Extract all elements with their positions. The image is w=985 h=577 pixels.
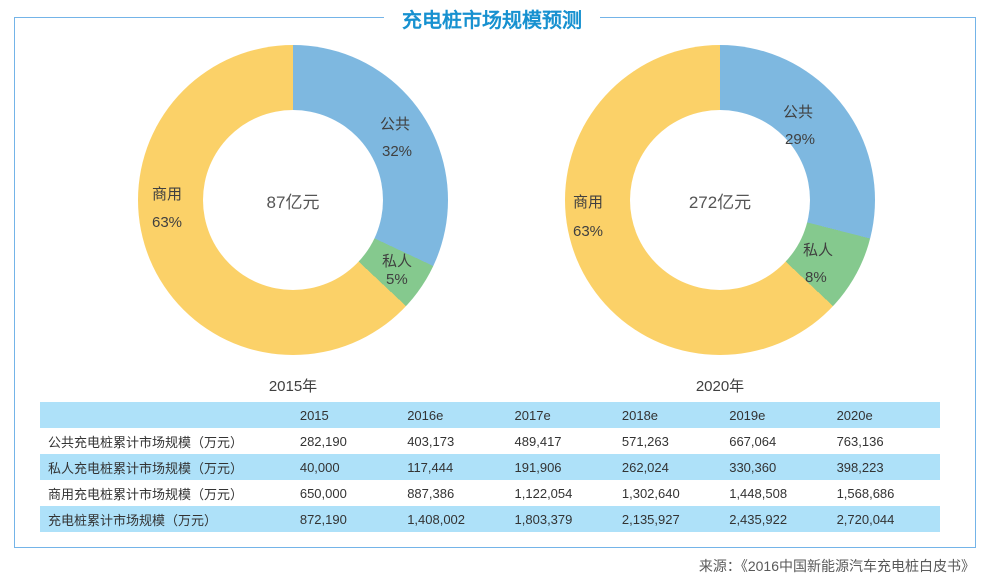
donut-ring-2020: 272亿元 [565, 45, 875, 355]
cell-value: 667,064 [729, 433, 777, 449]
year-column-header: 2015 [299, 407, 329, 423]
donut-hole-2015: 87亿元 [203, 110, 383, 290]
cell-value: 330,360 [729, 459, 777, 475]
cell-value: 191,906 [514, 459, 562, 475]
table-row: 公共充电桩累计市场规模（万元） 282,190 403,173 489,417 571,… [40, 428, 940, 454]
row-label: 公共充电桩累计市场规模（万元） [48, 434, 244, 450]
chart-year-label-2015: 2015年 [268, 378, 318, 395]
cell-value: 2,720,044 [836, 511, 895, 527]
slice-label-private: 私人 [382, 253, 413, 270]
year-column-header: 2016e [407, 407, 444, 423]
slice-label-public: 公共 [380, 116, 411, 133]
slice-pct-commercial: 63% [573, 223, 604, 240]
cell-value: 117,444 [407, 459, 454, 475]
cell-value: 650,000 [299, 485, 347, 501]
source-note: 来源：《2016中国新能源汽车充电桩白皮书》 [698, 558, 975, 574]
cell-value: 1,448,508 [729, 485, 788, 501]
year-column-header: 2020e [836, 407, 873, 423]
year-column-header: 2018e [621, 407, 659, 423]
cell-value: 1,803,379 [514, 511, 573, 527]
chart-year-label-2020: 2020年 [695, 378, 745, 395]
cell-value: 872,190 [299, 511, 347, 527]
row-label: 商用充电桩累计市场规模（万元） [48, 486, 244, 502]
slice-label-commercial: 商用 [152, 186, 183, 203]
donut-center-label-2015: 87亿元 [266, 192, 320, 212]
slice-pct-private: 5% [386, 271, 408, 288]
cell-value: 489,417 [514, 433, 562, 449]
cell-value: 763,136 [836, 433, 884, 449]
cell-value: 2,435,922 [729, 511, 788, 527]
cell-value: 403,173 [407, 433, 455, 449]
cell-value: 1,568,686 [836, 485, 895, 501]
slice-label-commercial: 商用 [573, 194, 604, 211]
cell-value: 398,223 [836, 459, 884, 475]
table-header-row: 2015 2016e 2017e 2018e 2019e 2020e [40, 402, 940, 428]
row-label: 私人充电桩累计市场规模（万元） [48, 460, 244, 476]
slice-pct-public: 29% [785, 131, 816, 148]
slice-label-public: 公共 [783, 104, 814, 121]
year-column-header: 2019e [729, 407, 766, 423]
donut-chart-2020: 272亿元 公共 29% 私人 8% 商用 63% 2020年 [565, 45, 875, 395]
cell-value: 571,263 [621, 433, 669, 449]
donut-hole-2020: 272亿元 [630, 110, 810, 290]
slice-pct-public: 32% [382, 143, 413, 160]
cell-value: 262,024 [621, 459, 669, 475]
slice-pct-private: 8% [805, 269, 827, 286]
table-row: 充电桩累计市场规模（万元） 872,190 1,408,002 1,803,379 2,… [40, 506, 940, 532]
donut-ring-2015: 87亿元 [138, 45, 448, 355]
slice-pct-commercial: 63% [152, 214, 183, 231]
cell-value: 1,122,054 [514, 485, 573, 501]
donut-chart-2015: 87亿元 公共 32% 私人 5% 商用 63% 2015年 [138, 45, 448, 395]
row-label-header [40, 402, 296, 428]
cell-value: 1,302,640 [621, 485, 680, 501]
donut-center-label-2020: 272亿元 [688, 192, 752, 212]
market-size-table: 2015 2016e 2017e 2018e 2019e 2020e 公共充电桩累计市场规… [40, 402, 940, 532]
cell-value: 887,386 [407, 485, 455, 501]
cell-value: 1,408,002 [407, 511, 466, 527]
table-row: 商用充电桩累计市场规模（万元） 650,000 887,386 1,122,054 1,… [40, 480, 940, 506]
year-column-header: 2017e [514, 407, 551, 423]
table-row: 私人充电桩累计市场规模（万元） 40,000 117,444 191,906 262,0… [40, 454, 940, 480]
cell-value: 282,190 [299, 433, 347, 449]
cell-value: 40,000 [299, 459, 340, 475]
slice-label-private: 私人 [803, 242, 834, 259]
cell-value: 2,135,927 [621, 511, 680, 527]
row-label: 充电桩累计市场规模（万元） [48, 512, 218, 528]
page-title: 充电桩市场规模预测 [384, 4, 600, 33]
